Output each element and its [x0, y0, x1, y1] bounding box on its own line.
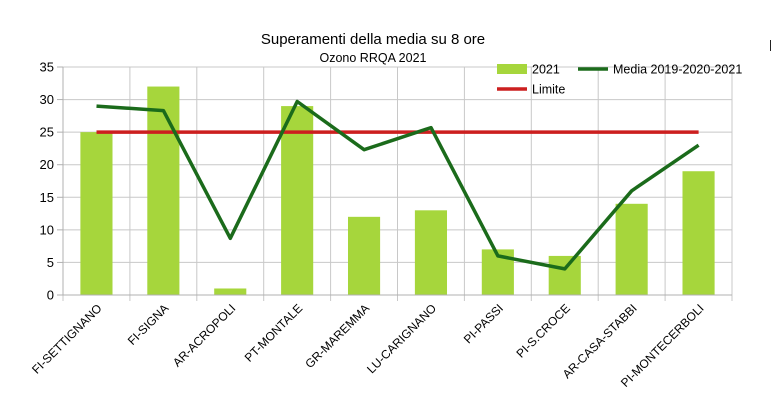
legend: 2021 Media 2019-2020-2021 Limite — [497, 63, 742, 97]
legend-swatch — [497, 64, 527, 74]
y-tick-label: 10 — [40, 222, 54, 237]
edge-mark — [770, 40, 771, 51]
bar — [214, 288, 247, 295]
x-tick-label: PT-MONTALE — [242, 301, 305, 364]
chart-subtitle: Ozono RRQA 2021 — [319, 51, 426, 65]
line-series — [96, 99, 700, 271]
bar — [548, 255, 581, 295]
y-tick-label: 25 — [40, 125, 54, 140]
y-tick-label: 35 — [40, 60, 54, 75]
legend-label: 2021 — [532, 63, 560, 77]
bar — [281, 106, 314, 295]
chart-title: Superamenti della media su 8 ore — [261, 31, 485, 48]
y-tick-label: 5 — [47, 255, 54, 270]
y-tick-label: 20 — [40, 157, 54, 172]
y-tick-label: 15 — [40, 190, 54, 205]
bar — [414, 210, 448, 295]
x-tick-label: FI-SIGNA — [125, 301, 172, 348]
y-tick-label: 30 — [40, 92, 54, 107]
x-tick-label: LU-CARIGNANO — [364, 301, 439, 376]
x-tick-label: PI-PASSI — [461, 301, 506, 346]
x-tick-label: PI-S.CROCE — [513, 301, 572, 360]
x-tick-label: AR-ACROPOLI — [170, 301, 238, 369]
bar — [147, 86, 180, 296]
bar — [615, 203, 648, 295]
y-tick-label: 0 — [47, 288, 54, 303]
series-line — [96, 99, 700, 271]
x-tick-label: FI-SETTIGNANO — [29, 301, 104, 376]
bar — [347, 216, 381, 295]
bar — [682, 171, 715, 295]
bar — [80, 132, 113, 295]
legend-label: Media 2019-2020-2021 — [613, 63, 742, 77]
bar-series — [80, 86, 715, 296]
x-tick-label: GR-MAREMMA — [302, 301, 372, 371]
legend-label: Limite — [532, 83, 565, 97]
